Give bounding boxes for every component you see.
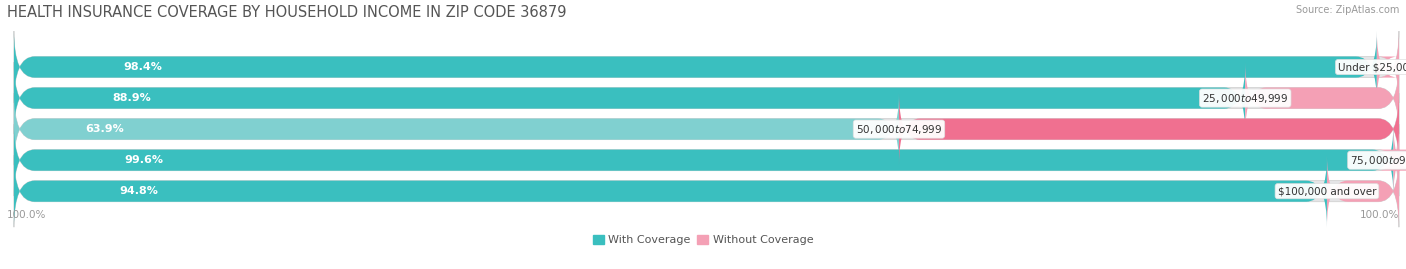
FancyBboxPatch shape [14,155,1327,227]
FancyBboxPatch shape [898,93,1399,165]
FancyBboxPatch shape [1378,124,1406,196]
Text: HEALTH INSURANCE COVERAGE BY HOUSEHOLD INCOME IN ZIP CODE 36879: HEALTH INSURANCE COVERAGE BY HOUSEHOLD I… [7,5,567,20]
Text: 100.0%: 100.0% [7,210,46,220]
FancyBboxPatch shape [14,124,1399,196]
Text: Source: ZipAtlas.com: Source: ZipAtlas.com [1295,5,1399,15]
Text: 98.4%: 98.4% [122,62,162,72]
Text: 63.9%: 63.9% [84,124,124,134]
FancyBboxPatch shape [14,93,898,165]
Text: $100,000 and over: $100,000 and over [1278,186,1376,196]
Text: $75,000 to $99,999: $75,000 to $99,999 [1350,154,1406,167]
FancyBboxPatch shape [14,155,1399,227]
FancyBboxPatch shape [14,93,1399,165]
FancyBboxPatch shape [1376,31,1399,103]
Text: 88.9%: 88.9% [112,93,152,103]
Text: 99.6%: 99.6% [124,155,163,165]
Legend: With Coverage, Without Coverage: With Coverage, Without Coverage [588,230,818,249]
Text: $25,000 to $49,999: $25,000 to $49,999 [1202,91,1288,105]
Text: 94.8%: 94.8% [120,186,157,196]
FancyBboxPatch shape [1246,62,1399,134]
Text: $50,000 to $74,999: $50,000 to $74,999 [856,123,942,136]
Text: 100.0%: 100.0% [1360,210,1399,220]
FancyBboxPatch shape [1327,155,1399,227]
FancyBboxPatch shape [14,31,1376,103]
FancyBboxPatch shape [14,31,1399,103]
FancyBboxPatch shape [14,62,1246,134]
Text: Under $25,000: Under $25,000 [1339,62,1406,72]
FancyBboxPatch shape [14,124,1393,196]
FancyBboxPatch shape [14,62,1399,134]
